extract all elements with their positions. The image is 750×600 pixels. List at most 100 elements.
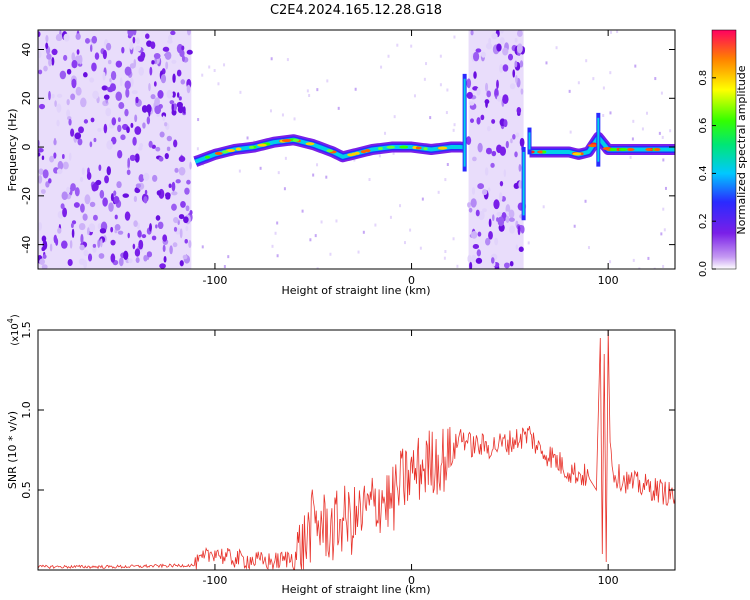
noise-dot xyxy=(281,113,284,117)
noise-dot xyxy=(277,171,280,175)
noise-speck xyxy=(87,253,93,262)
noise-speck xyxy=(485,100,488,108)
noise-speck xyxy=(68,118,72,126)
noise-speck xyxy=(126,126,130,134)
noise-speck xyxy=(475,257,483,264)
noise-speck xyxy=(97,127,102,133)
noise-speck xyxy=(498,192,503,202)
noise-dot xyxy=(316,163,319,167)
noise-speck xyxy=(173,217,179,224)
noise-speck xyxy=(141,105,148,113)
noise-dot xyxy=(664,186,667,190)
noise-speck xyxy=(119,77,123,87)
noise-speck xyxy=(117,117,121,123)
noise-speck xyxy=(80,233,84,244)
noise-speck xyxy=(99,228,107,234)
noise-speck xyxy=(163,256,167,263)
noise-dot xyxy=(274,231,277,235)
noise-speck xyxy=(53,152,57,159)
noise-background xyxy=(38,30,192,269)
noise-speck xyxy=(45,181,50,188)
noise-speck xyxy=(110,226,114,233)
noise-dot xyxy=(646,111,649,115)
noise-speck xyxy=(98,164,102,171)
noise-dot xyxy=(592,77,595,81)
bottom-x-ticks: -100 0 100 xyxy=(202,330,619,587)
noise-dot xyxy=(301,209,304,213)
y-tick-label: 40 xyxy=(20,43,33,57)
noise-speck xyxy=(105,42,112,51)
colorbar-ticks: 0.0 0.2 0.4 0.6 0.8 xyxy=(698,70,716,277)
noise-speck xyxy=(98,253,105,259)
noise-dot xyxy=(393,115,396,119)
noise-speck xyxy=(135,37,140,45)
noise-dot xyxy=(283,187,286,191)
noise-speck xyxy=(91,62,97,72)
noise-speck xyxy=(150,94,156,100)
noise-speck xyxy=(124,66,132,76)
snr-panel: -100 0 100 0.5 1.0 1.5 Height of straight li… xyxy=(6,314,676,596)
noise-speck xyxy=(157,90,164,99)
noise-speck xyxy=(70,222,74,228)
noise-speck xyxy=(172,103,177,111)
noise-speck xyxy=(179,228,183,239)
noise-speck xyxy=(71,60,78,69)
noise-speck xyxy=(84,37,91,44)
noise-speck xyxy=(90,117,95,123)
noise-speck xyxy=(182,106,186,114)
noise-speck xyxy=(491,32,498,40)
noise-speck xyxy=(159,131,165,138)
noise-speck xyxy=(502,64,509,72)
noise-speck xyxy=(164,152,169,160)
noise-speck xyxy=(135,45,142,52)
track-peak xyxy=(235,147,242,151)
noise-speck xyxy=(117,149,123,159)
noise-speck xyxy=(45,35,49,43)
noise-dot xyxy=(425,62,428,66)
noise-speck xyxy=(120,134,126,141)
noise-speck xyxy=(170,30,176,36)
noise-speck xyxy=(470,230,478,239)
noise-speck xyxy=(476,87,481,96)
noise-dot xyxy=(312,173,315,177)
bottom-y-ticks: 0.5 1.0 1.5 xyxy=(20,321,675,499)
noise-dot xyxy=(631,137,634,141)
noise-speck xyxy=(102,71,106,81)
noise-speck xyxy=(114,224,121,231)
noise-speck xyxy=(467,254,472,263)
noise-speck xyxy=(137,230,142,238)
noise-dot xyxy=(271,244,274,248)
noise-dot xyxy=(641,127,644,131)
noise-speck xyxy=(121,46,125,54)
noise-speck xyxy=(488,231,493,240)
noise-dot xyxy=(293,117,296,121)
noise-speck xyxy=(472,51,480,62)
track-peak xyxy=(415,146,422,150)
noise-speck xyxy=(176,92,180,98)
noise-speck xyxy=(102,197,108,207)
noise-speck xyxy=(70,128,75,137)
noise-dot xyxy=(632,258,635,262)
track-peak xyxy=(257,143,267,147)
noise-speck xyxy=(56,119,60,127)
noise-speck xyxy=(38,152,41,157)
bottom-y-axis-label: SNR (10 * v/v) xyxy=(6,411,19,489)
noise-speck xyxy=(51,56,55,66)
noise-dot xyxy=(587,246,590,250)
noise-dot xyxy=(217,82,220,86)
noise-speck xyxy=(60,203,65,210)
noise-speck xyxy=(97,239,101,248)
noise-speck xyxy=(61,191,68,201)
noise-speck xyxy=(70,183,76,192)
noise-dot xyxy=(286,58,289,62)
noise-dot xyxy=(421,197,424,201)
noise-speck xyxy=(107,59,112,65)
noise-speck xyxy=(38,168,44,175)
noise-speck xyxy=(142,122,146,129)
noise-speck xyxy=(185,225,189,232)
noise-speck xyxy=(480,114,485,121)
noise-speck xyxy=(145,33,150,39)
noise-speck xyxy=(181,45,185,51)
track-peak xyxy=(364,149,371,153)
noise-dot xyxy=(658,131,661,135)
